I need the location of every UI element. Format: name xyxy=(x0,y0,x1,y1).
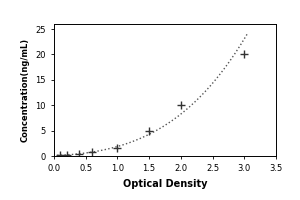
Y-axis label: Concentration(ng/mL): Concentration(ng/mL) xyxy=(21,38,30,142)
X-axis label: Optical Density: Optical Density xyxy=(123,179,207,189)
